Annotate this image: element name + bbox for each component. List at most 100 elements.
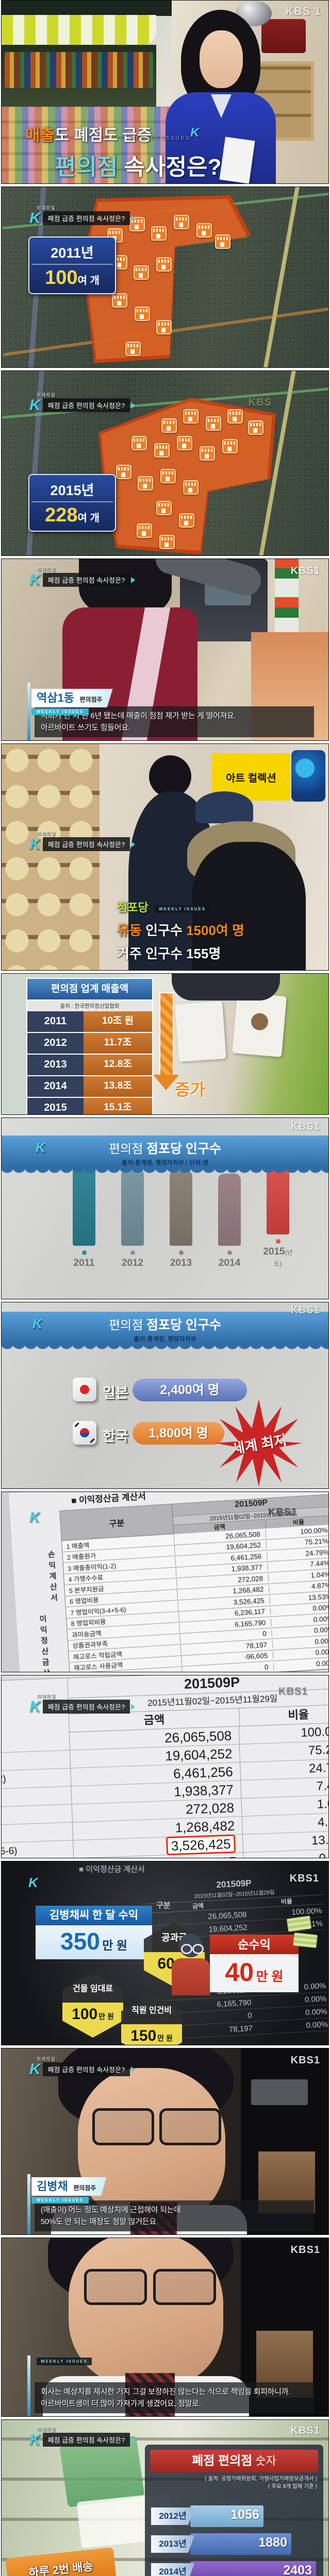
customer2-body [192, 842, 306, 970]
bar: 1880 [190, 2533, 291, 2555]
speaker-badge: 역삼1동 편의점주 [31, 689, 113, 707]
store-icon [200, 446, 215, 461]
frame-sales-table: 편의점 업계 매출액 출처 : 한국편의점산업협회 2011 10조 원 2012… [1, 973, 329, 1115]
weekly-issues-chip: WEEKLY ISSUES [37, 2358, 92, 2365]
table-row: 2015 15.1조 [26, 1098, 153, 1114]
store-icon [151, 226, 167, 241]
store-icon [174, 215, 189, 229]
store-icon [206, 416, 221, 431]
subtitle-line1: 회사는 예상치를 제시한 거지 그걸 보장하진 않는다는 식으로 책임을 회피하… [41, 2387, 291, 2396]
milk-carton-2 [232, 992, 287, 1057]
chart-source: 출처:통계청, 행정자치부 / 단위:명 [121, 1159, 209, 1166]
year-cell: 2012 [27, 1033, 84, 1054]
caption-line2: 거주 인구수 155명 [117, 943, 244, 962]
design-accent-line [27, 2355, 30, 2416]
program-name: 취재파일 [37, 2057, 56, 2062]
program-badge: 취재파일 K 폐점 급증 편의점 속사정은? [29, 2056, 138, 2077]
program-name: 취재파일 [37, 2427, 56, 2432]
frame-closure-chart: 하루 2번 배송 폐점 편의점 숫자 ( 출처: 공정거래위원회, 가맹사업거래… [1, 2419, 329, 2576]
k-letter: K [32, 1316, 42, 1331]
year-tab: 2012년 [151, 2507, 194, 2525]
closure-chart-panel: 폐점 편의점 숫자 ( 출처: 공정거래위원회, 가맹사업거래정보공개서 ) (… [145, 2445, 323, 2576]
starburst-text: 세계 최저 [230, 1432, 288, 1457]
kbs-watermark: KBS [248, 397, 272, 408]
map-count-number: 100 [45, 267, 78, 289]
frame-interview-kim-1: 취재파일 K 폐점 급증 편의점 속사정은? KBS1 김병채 편의점주 WEE… [1, 2048, 329, 2235]
frame-interview-kim-2: KBS1 WEEKLY ISSUES 회사는 예상치를 제시한 거지 그걸 보장… [1, 2238, 329, 2417]
frame-shoppers: 아트 컬렉션 취재파일 K 폐점 급증 편의점 속사정은? 점포당 WEEKLY… [1, 743, 329, 971]
highlighted-amount: 3,526,425 [166, 1834, 236, 1856]
store-icon [177, 436, 192, 450]
row-margin [2, 1759, 70, 1762]
speaker-role: 편의점주 [73, 2184, 96, 2192]
sales-table: 편의점 업계 매출액 출처 : 한국편의점산업협회 2011 10조 원 2012… [26, 978, 153, 1114]
kbs-watermark: KBS1 [278, 1686, 308, 1697]
row-ratio: 0.00% [313, 1614, 329, 1624]
table-source: 출처 : 한국편의점산업협회 [26, 1001, 153, 1011]
badge-triangle-icon [131, 215, 138, 222]
noodle-cups [2, 744, 100, 970]
income-unit: 만 원 [102, 1939, 127, 1952]
program-name: 취재파일 [37, 832, 56, 837]
design-accent-line [27, 2174, 30, 2234]
chart-title-band: 편의점 점포당 인구수 출처:통계청, 행정자치부 / 단위:명 [2, 1136, 328, 1167]
map-year-label: 2011년 100여 개 [28, 236, 116, 294]
table-title: 편의점 업계 매출액 [26, 978, 153, 1001]
line1-word1: 유동 [117, 923, 142, 938]
bar-row-2013: 2013년 1880 [151, 2533, 291, 2555]
bar: 2403 [190, 2561, 316, 2576]
headline-title: 매출도 폐점도 급증 편의점 속사정은? [25, 122, 221, 181]
drink-bottles [5, 52, 153, 88]
income-box: 350 만 원 [36, 1925, 152, 1959]
store-icon [134, 265, 149, 280]
headline-badge: 폐점 급증 편의점 속사정은? [42, 573, 130, 587]
sign-pole [275, 559, 299, 636]
kbs-watermark: KBS1 [290, 1121, 320, 1132]
title-line1: 매출도 폐점도 급증 [25, 122, 221, 145]
store-icon [160, 469, 176, 483]
korea-flag-dice-icon [73, 1421, 96, 1445]
bar-row-2012: 2012년 1056 [151, 2505, 263, 2527]
clerk-arm-dark [172, 974, 280, 1001]
program-badge: 취재파일 K 폐점 급증 편의점 속사정은? [29, 831, 138, 853]
row-ratio: 0.00% [315, 1648, 329, 1657]
speaker-name: 김병채 [37, 2180, 68, 2193]
row-ratio: 0.00% [316, 1658, 329, 1668]
chart-title-normal: 편의점 [109, 1318, 146, 1332]
population-caption: 점포당 WEEKLY ISSUES 유동 인구수 1500여 명 거주 인구수 … [117, 899, 244, 962]
line2-word1: 거주 [117, 946, 142, 961]
k-letter: K [29, 571, 41, 588]
program-badge: 취재파일 K 폐점 급증 편의점 속사정은? [29, 205, 138, 227]
bar-value: 1056 [230, 2507, 259, 2522]
line2-value: 155명 [186, 946, 221, 961]
caption-line1: 유동 인구수 1500여 명 [117, 920, 244, 939]
hex-unit: 만 원 [98, 2012, 114, 2021]
store-icon [156, 257, 172, 272]
chart-title-band: 편의점 점포당 인구수 출처:통계청, 행정자치부 [2, 1312, 328, 1344]
store-icon [161, 418, 177, 433]
increase-arrow-shaft [159, 992, 174, 1076]
map-count-suffix: 여 개 [77, 275, 100, 286]
value-cell: 11.7조 [83, 1033, 152, 1054]
line1-word2: 인구수 [141, 923, 187, 938]
hex-value-row: 150 만 원 [121, 2024, 182, 2045]
year-tab: 2013년 [151, 2535, 194, 2553]
doc-table: 구분 201509P 2015년11월02일~2015년11월29일 금액 비율 … [59, 1494, 329, 1672]
chart-title-bold: 점포당 인구수 [146, 1142, 221, 1156]
headline-badge: 폐점 급증 편의점 속사정은? [42, 398, 130, 412]
k-letter: K [29, 209, 41, 227]
frame-map-2011: 취재파일 K 폐점 급증 편의점 속사정은? 2011년 100여 개 [1, 187, 329, 368]
man-face [78, 2068, 225, 2224]
bar [170, 1170, 192, 1246]
headline-badge: 폐점 급증 편의점 속사정은? [42, 837, 130, 851]
net-box: 40 만 원 [210, 1954, 299, 1992]
document: ■ 이익정산금 계산서 손익계산서 이익정산금산 구분 201509P 2015… [9, 1492, 329, 1672]
program-badge: 취재파일 K 폐점 급증 편의점 속사정은? [29, 566, 138, 587]
k-letter: K [29, 835, 41, 853]
caption-tag: 점포당 [117, 901, 148, 914]
store-icon [215, 234, 230, 249]
value-cell: 10조 원 [83, 1011, 152, 1032]
year-cell: 2011 [27, 1011, 84, 1032]
sign-text: 아트 컬렉션 [226, 772, 276, 784]
speaker-badge: 김병채 편의점주 [31, 2177, 107, 2196]
